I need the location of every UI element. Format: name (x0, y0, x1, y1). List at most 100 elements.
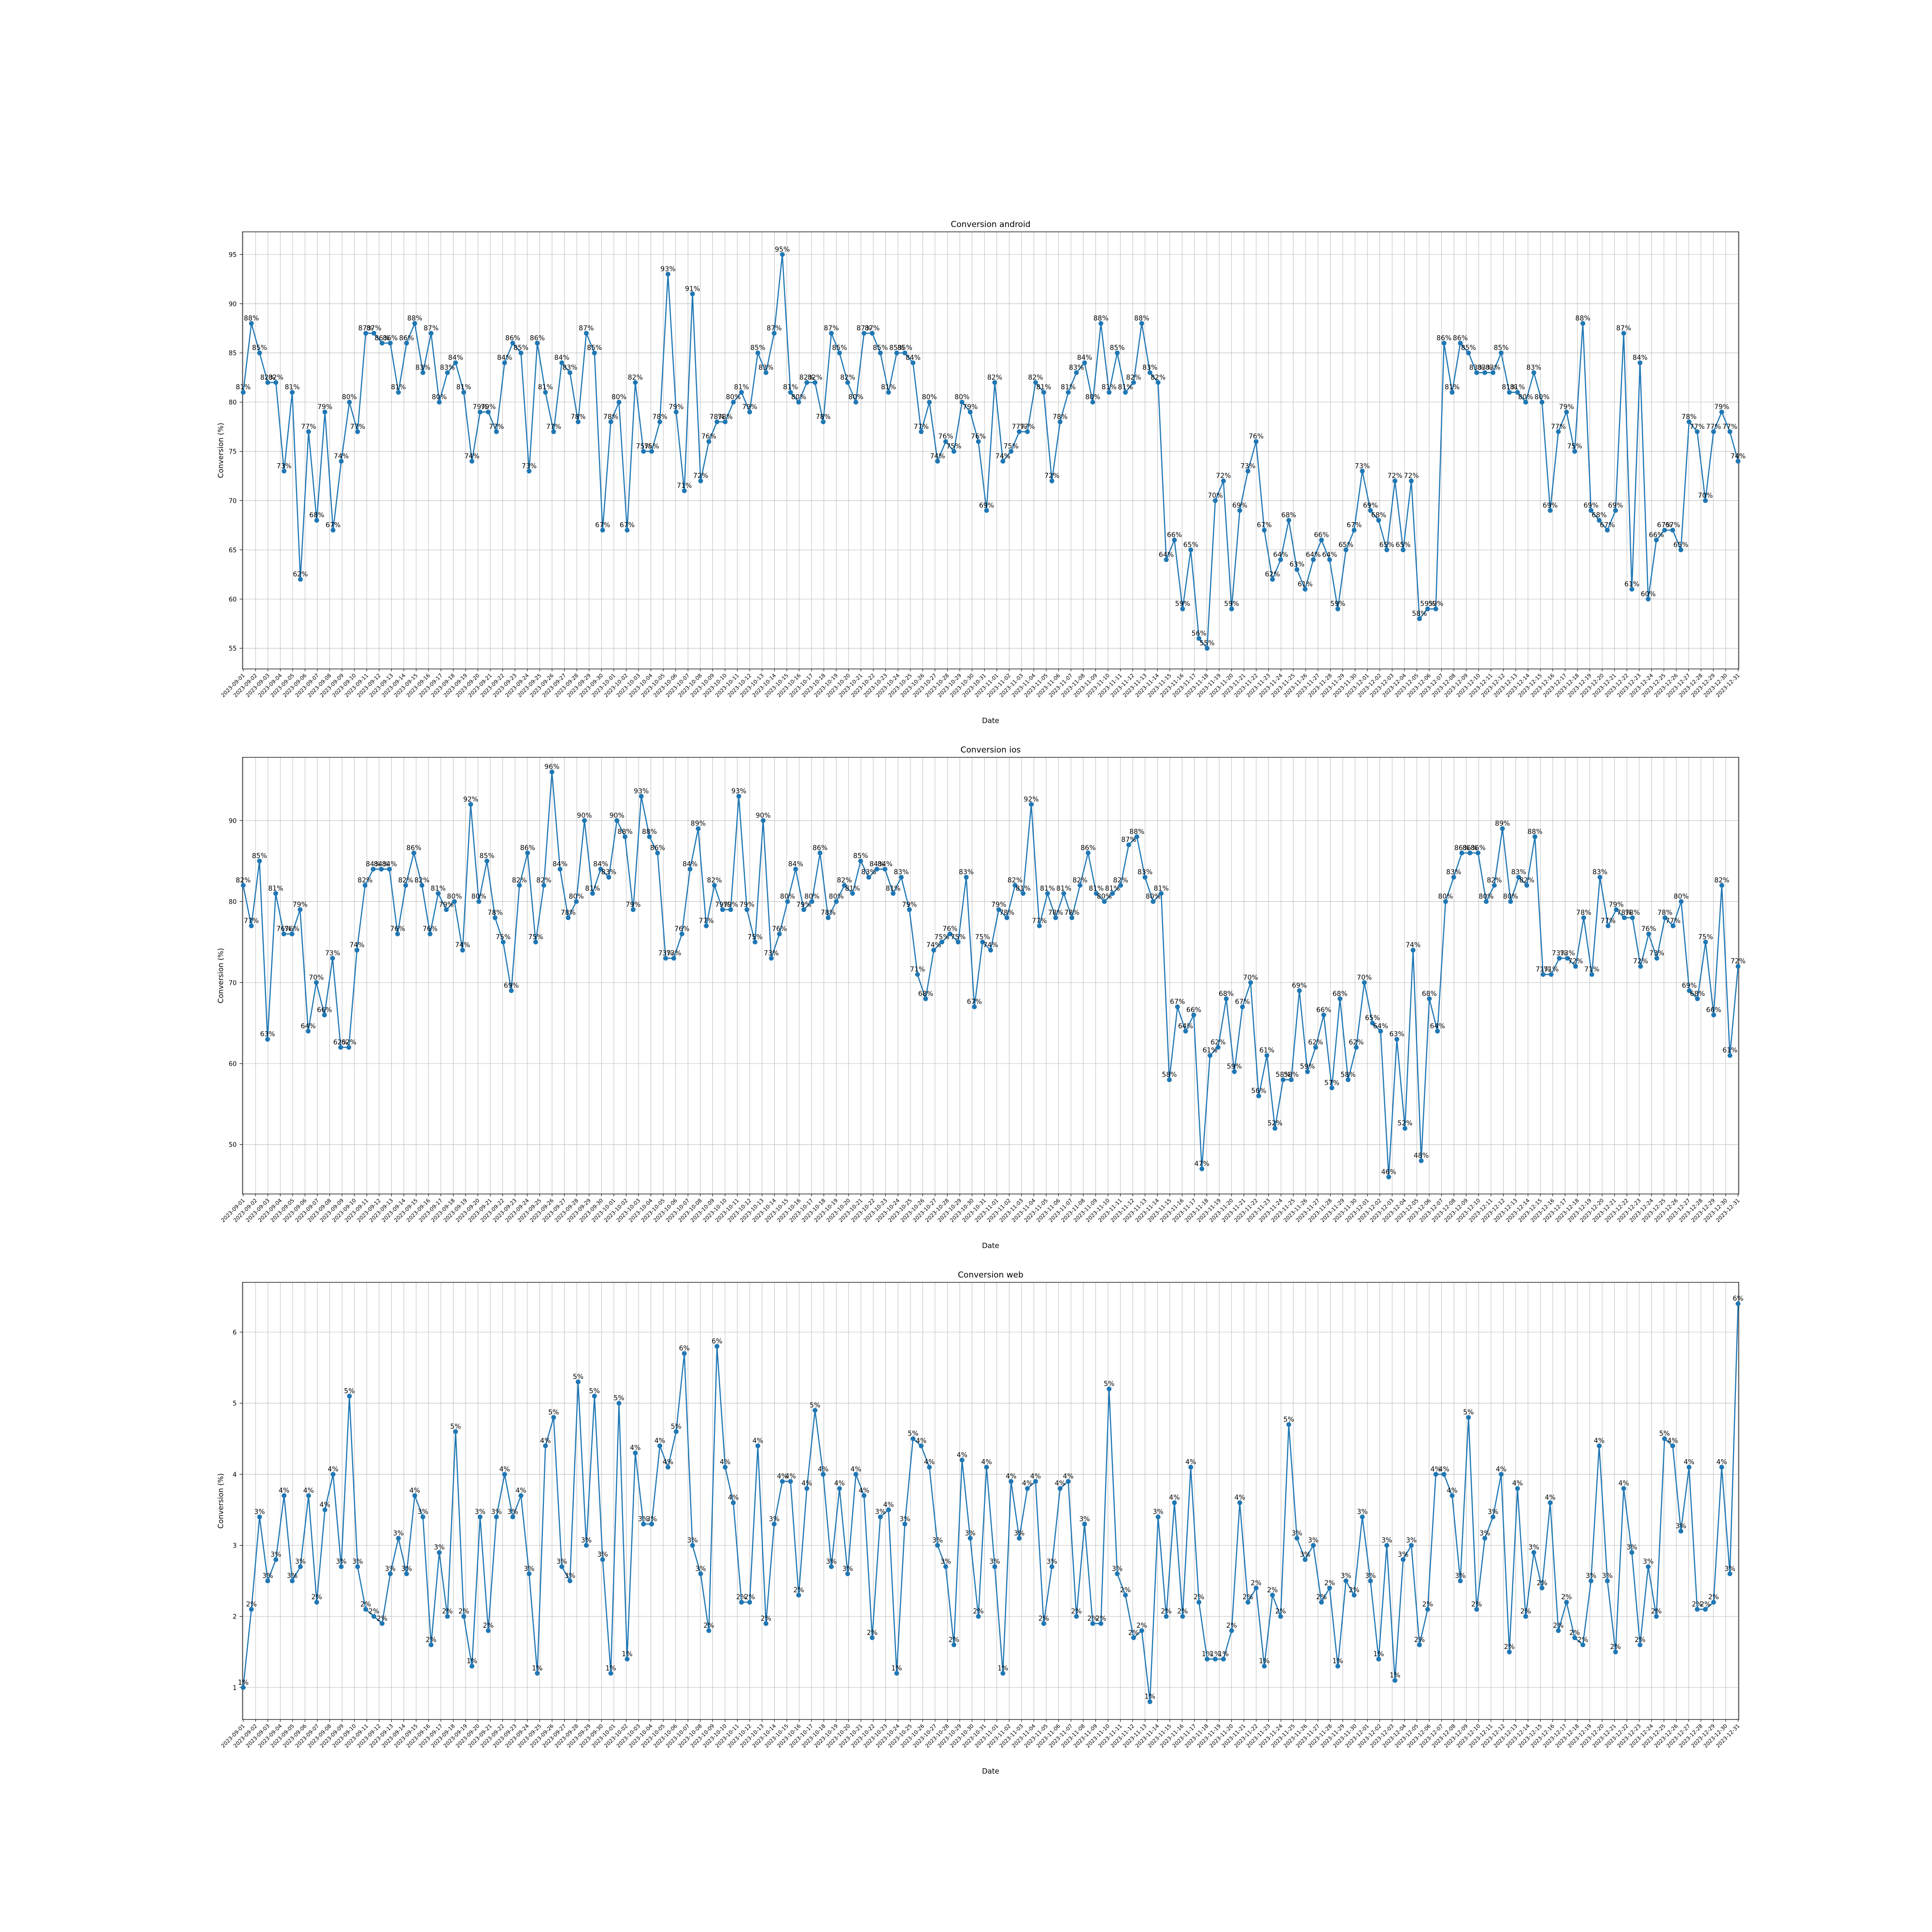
data-point (1000, 458, 1006, 464)
data-label: 4% (728, 1494, 739, 1502)
data-label: 86% (406, 844, 421, 852)
data-point (575, 419, 581, 425)
data-point (780, 252, 785, 257)
data-point (1142, 875, 1148, 880)
data-point (510, 1514, 515, 1520)
data-label: 76% (942, 925, 957, 933)
data-point (902, 1521, 908, 1527)
data-label: 72% (1633, 958, 1648, 966)
data-point (657, 1443, 663, 1449)
data-point (623, 834, 628, 839)
data-point (608, 419, 613, 425)
data-label: 68% (1591, 511, 1606, 519)
data-point (461, 1614, 467, 1619)
data-point (1229, 1628, 1234, 1634)
data-point (428, 1642, 434, 1648)
data-point (1540, 972, 1546, 977)
data-label: 2% (458, 1608, 469, 1616)
data-point (616, 1401, 622, 1406)
data-label: 73% (1240, 462, 1255, 470)
data-label: 4% (303, 1487, 314, 1494)
y-tick-label: 85 (228, 350, 237, 357)
data-label: 66% (1167, 531, 1182, 539)
series-line (242, 254, 1739, 649)
data-point (682, 488, 687, 494)
data-point (419, 882, 425, 888)
data-point (1384, 547, 1390, 553)
data-point (1009, 449, 1014, 454)
data-point (1408, 478, 1414, 483)
data-point (1378, 1028, 1383, 1034)
data-points: 81%88%85%82%82%73%81%62%77%68%79%67%74%8… (236, 246, 1746, 651)
data-label: 68% (1422, 990, 1437, 998)
data-point (1286, 1422, 1292, 1427)
data-label: 82% (1072, 877, 1087, 884)
data-label: 4% (720, 1459, 730, 1466)
data-point (714, 1344, 720, 1349)
data-point (1557, 955, 1562, 961)
data-point (1188, 1464, 1193, 1470)
data-point (641, 1521, 646, 1527)
data-point (339, 458, 344, 464)
data-point (894, 1671, 899, 1676)
data-label: 87% (367, 325, 382, 332)
data-point (1262, 1663, 1267, 1669)
data-point (927, 1464, 932, 1470)
data-point (1335, 606, 1340, 611)
data-point (1629, 1550, 1634, 1555)
data-point (606, 875, 611, 880)
data-point (1098, 1621, 1104, 1626)
data-label: 59% (1428, 600, 1443, 608)
data-point (1205, 1656, 1210, 1662)
data-label: 2% (736, 1593, 747, 1601)
data-point (557, 867, 563, 872)
data-label: 3% (1112, 1565, 1122, 1573)
data-point (1670, 527, 1676, 533)
data-point (1408, 1543, 1414, 1548)
data-label: 82% (840, 374, 855, 382)
data-label: 78% (570, 413, 585, 421)
data-label: 92% (463, 796, 478, 803)
data-point (347, 399, 352, 405)
data-label: 57% (1324, 1079, 1339, 1087)
data-label: 84% (554, 354, 569, 362)
data-point (273, 380, 279, 385)
data-label: 55% (1200, 639, 1215, 647)
data-point (1564, 1600, 1569, 1605)
data-label: 3% (352, 1558, 363, 1566)
data-point (1596, 1443, 1602, 1449)
data-label: 88% (244, 315, 259, 323)
data-point (1678, 1529, 1684, 1534)
data-point (1466, 1415, 1471, 1420)
data-point (395, 931, 400, 937)
data-label: 76% (1641, 925, 1656, 933)
axes-frame (242, 231, 1739, 669)
data-label: 76% (1249, 433, 1264, 440)
data-point (338, 1045, 343, 1050)
data-label: 84% (1077, 354, 1092, 362)
data-point (796, 399, 801, 405)
data-label: 92% (1024, 796, 1039, 803)
data-label: 70% (1208, 492, 1223, 499)
data-point (306, 1028, 311, 1034)
data-label: 82% (512, 877, 527, 884)
data-point (1581, 915, 1586, 921)
data-point (445, 1614, 450, 1619)
data-point (1735, 1301, 1741, 1307)
data-label: 83% (959, 868, 974, 876)
data-point (1433, 606, 1438, 611)
data-point (281, 931, 286, 937)
data-point (996, 907, 1001, 912)
data-label: 5% (589, 1387, 600, 1395)
data-label: 68% (1281, 511, 1296, 519)
data-label: 48% (1414, 1152, 1429, 1160)
data-label: 80% (1674, 893, 1689, 901)
data-point (902, 350, 908, 355)
data-label: 4% (1496, 1465, 1506, 1473)
data-point (1360, 1514, 1365, 1520)
data-point (582, 818, 587, 823)
data-point (869, 330, 875, 336)
data-label: 79% (742, 403, 757, 411)
data-point (355, 429, 360, 434)
data-point (1305, 1069, 1310, 1074)
